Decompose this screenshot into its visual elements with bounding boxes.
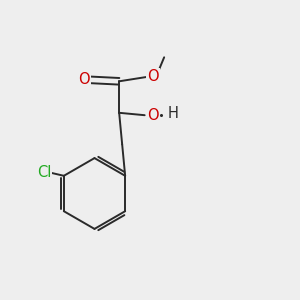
Text: O: O: [79, 72, 90, 87]
Text: Cl: Cl: [37, 165, 52, 180]
Text: O: O: [147, 108, 158, 123]
Text: H: H: [168, 106, 178, 121]
Text: O: O: [147, 69, 159, 84]
